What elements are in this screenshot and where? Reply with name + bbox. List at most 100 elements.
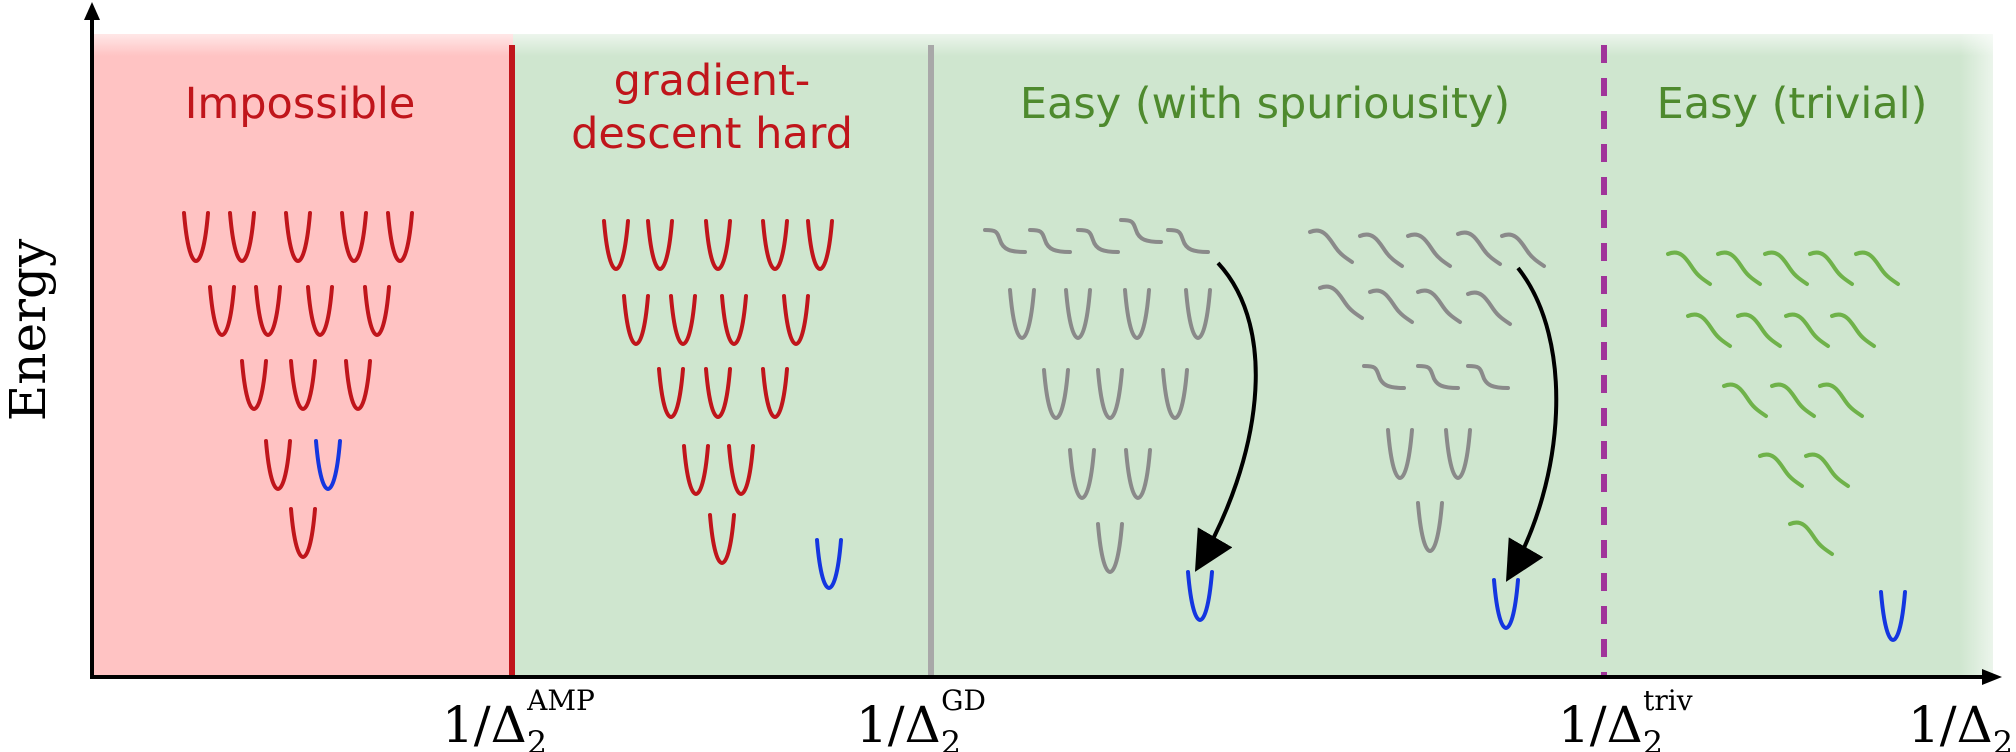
local-minimum-well — [622, 294, 650, 347]
saddle-step-glyph — [1362, 364, 1406, 390]
smooth-wave — [1716, 250, 1762, 286]
smooth-wave — [1666, 250, 1712, 286]
smooth-wave — [1830, 312, 1876, 348]
local-minimum-well — [284, 211, 312, 264]
label-gd-hard-line2: descent hard — [571, 109, 853, 159]
local-minimum-well — [704, 219, 732, 272]
local-minimum-well — [340, 211, 368, 264]
spurious-wave — [1308, 228, 1354, 264]
local-minimum-well — [657, 367, 685, 420]
region-impossible-background — [92, 34, 513, 677]
saddle-step-glyph — [983, 228, 1027, 254]
local-minimum-well — [289, 507, 317, 560]
tick-triv-base: 1/Δ — [1558, 696, 1643, 752]
tick-amp-sup: AMP — [526, 684, 595, 717]
tick-amp: 1/Δ2 AMP — [442, 684, 595, 752]
spurious-wave — [1500, 232, 1546, 268]
saddle-step-glyph — [1119, 218, 1163, 244]
spurious-well — [1416, 501, 1444, 554]
local-minimum-well — [761, 367, 789, 420]
descent-arrow-2 — [1505, 266, 1559, 582]
saddle-step-glyph — [1166, 228, 1210, 254]
local-minimum-well — [761, 219, 789, 272]
spurious-well — [1008, 288, 1036, 341]
smooth-wave — [1722, 382, 1768, 418]
local-minimum-well — [669, 294, 697, 347]
top-fade — [92, 20, 2002, 56]
local-minimum-well — [806, 219, 834, 272]
saddle-step-glyph — [1416, 364, 1460, 390]
smooth-wave — [1804, 452, 1850, 488]
local-minimum-well — [264, 439, 292, 492]
spurious-well — [1184, 288, 1212, 341]
spurious-well — [1444, 428, 1472, 481]
spurious-well — [1161, 368, 1189, 421]
descent-arrow-1 — [1194, 261, 1258, 572]
global-minimum-well — [815, 538, 843, 591]
label-impossible: Impossible — [185, 79, 416, 129]
smooth-wave — [1818, 382, 1864, 418]
spurious-wave — [1406, 232, 1452, 268]
spurious-well — [1096, 368, 1124, 421]
x-axis-arrow — [1982, 669, 2002, 685]
local-minimum-well — [254, 285, 282, 338]
descent-arrows — [1194, 261, 1559, 582]
global-minimum-well — [1879, 590, 1907, 643]
tick-gd-sub: 2 — [941, 724, 961, 752]
local-minimum-well — [682, 444, 710, 497]
smooth-wave — [1808, 250, 1854, 286]
spurious-wave — [1456, 230, 1502, 266]
spurious-well — [1123, 288, 1151, 341]
svg-text:1/Δ2GD: 1/Δ2 GD — [856, 684, 986, 752]
x-axis-label-sub: 2 — [1993, 724, 2013, 752]
smooth-wave — [1854, 250, 1900, 286]
x-axis-label-base: 1/Δ — [1908, 696, 1993, 752]
energy-landscape-glyphs — [182, 211, 1907, 643]
label-gd-hard-line1: gradient- — [614, 56, 811, 106]
tick-gd: 1/Δ2 GD — [856, 684, 986, 752]
spurious-well — [1124, 448, 1152, 501]
local-minimum-well — [208, 285, 236, 338]
local-minimum-well — [720, 294, 748, 347]
global-minimum-well — [1492, 578, 1520, 631]
svg-text:1/Δ2triv: 1/Δ2 triv — [1558, 684, 1693, 752]
global-minimum-well — [314, 439, 342, 492]
spurious-well — [1386, 428, 1414, 481]
spurious-wave — [1368, 288, 1414, 324]
right-fade — [1960, 20, 2016, 680]
local-minimum-well — [782, 294, 810, 347]
local-minimum-well — [386, 211, 414, 264]
spurious-well — [1068, 448, 1096, 501]
spurious-wave — [1358, 232, 1404, 268]
local-minimum-well — [228, 211, 256, 264]
local-minimum-well — [704, 367, 732, 420]
local-minimum-well — [344, 359, 372, 412]
global-minimum-well — [1186, 570, 1214, 623]
tick-gd-sup: GD — [941, 684, 986, 717]
local-minimum-well — [289, 359, 317, 412]
spurious-wave — [1466, 290, 1512, 326]
smooth-wave — [1763, 250, 1809, 286]
tick-amp-base: 1/Δ — [442, 696, 527, 752]
spurious-well — [1064, 288, 1092, 341]
y-axis-arrow — [84, 2, 100, 20]
saddle-step-glyph — [1466, 364, 1510, 390]
y-axis-label: Energy — [0, 238, 57, 421]
svg-text:1/Δ2AMP: 1/Δ2 AMP — [442, 684, 595, 752]
local-minimum-well — [646, 219, 674, 272]
spurious-wave — [1416, 288, 1462, 324]
saddle-step-glyph — [1028, 228, 1072, 254]
saddle-step-glyph — [1076, 228, 1120, 254]
local-minimum-well — [727, 444, 755, 497]
label-easy-spurious: Easy (with spuriousity) — [1020, 79, 1510, 129]
local-minimum-well — [602, 219, 630, 272]
smooth-wave — [1770, 382, 1816, 418]
spurious-well — [1096, 522, 1124, 575]
smooth-wave — [1736, 312, 1782, 348]
smooth-wave — [1758, 452, 1804, 488]
smooth-wave — [1686, 312, 1732, 348]
svg-text:1/Δ2: 1/Δ2 — [1908, 696, 2013, 752]
tick-gd-base: 1/Δ — [856, 696, 941, 752]
local-minimum-well — [363, 285, 391, 338]
tick-triv-sub: 2 — [1643, 724, 1663, 752]
